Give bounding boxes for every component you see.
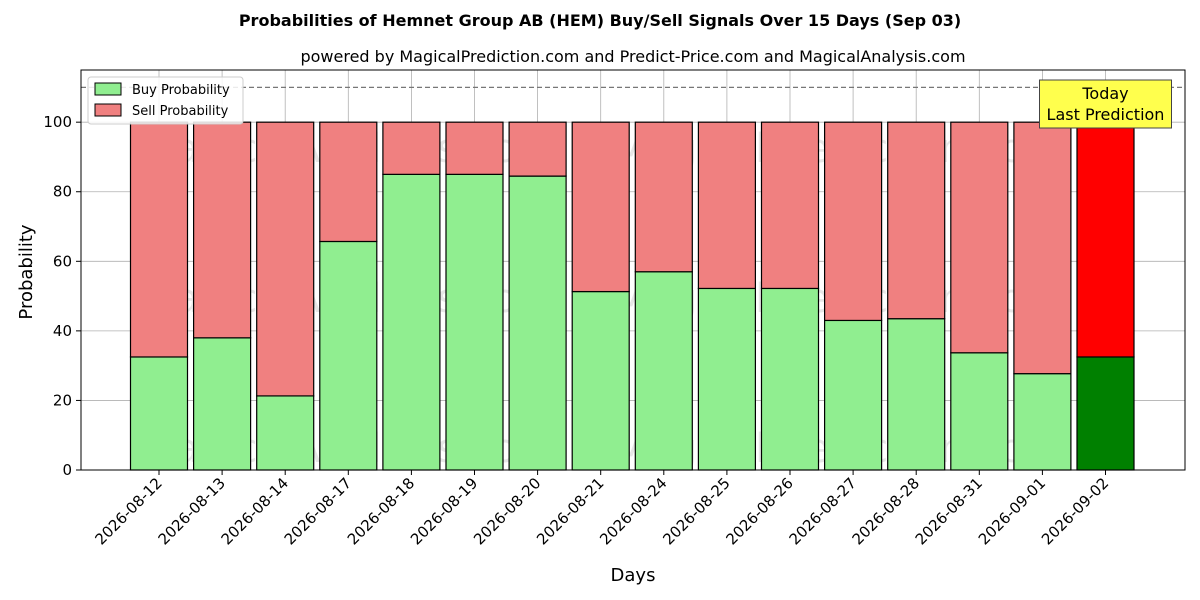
sell-bar [508,121,567,177]
buy-bar [1076,356,1135,471]
buy-bar [129,356,189,471]
y-tick-label: 0 [62,461,72,479]
sell-bar [1013,121,1072,375]
legend-swatch-buy [94,82,122,96]
today-label: Today [1081,84,1128,103]
buy-bar [823,319,883,471]
legend-box [87,76,244,125]
buy-bar [634,271,693,471]
sell-bar [445,121,504,175]
sell-bar [823,121,883,322]
x-axis-label: Days [611,565,656,586]
sell-bar [571,121,630,293]
legend: Buy Probability Sell Probability [87,76,244,125]
y-tick-label: 80 [53,183,72,201]
chart-subtitle: powered by MagicalPrediction.com and Pre… [300,47,965,66]
buy-bar [319,240,378,471]
sell-bar [256,121,315,397]
buy-bar [571,290,630,471]
sell-bar [697,121,757,290]
sell-bar [129,121,189,358]
sell-bar [193,121,252,339]
buy-bar [445,173,504,471]
sell-bar [319,121,378,243]
plot-frame [80,69,1186,471]
sell-bar [634,121,693,273]
legend-swatch-sell [94,103,122,117]
buy-bar [193,337,252,471]
buy-bar [950,352,1009,471]
today-annotation-box [1039,79,1172,129]
y-tick-label: 100 [43,113,72,131]
legend-label-buy: Buy Probability [132,83,230,98]
buy-bar [382,173,441,471]
today-annotation: Today Last Prediction [1039,79,1172,129]
y-tick-label: 40 [53,322,72,340]
buy-bar [1013,373,1072,471]
last-prediction-label: Last Prediction [1047,105,1165,124]
buy-bar [697,287,757,471]
buy-bar [887,318,946,471]
y-axis-label: Probability [16,224,37,319]
buy-bar [760,287,820,471]
sell-bar [950,121,1009,354]
sell-bar [887,121,946,320]
buy-bar [256,395,315,471]
sell-bar [760,121,820,290]
buy-bar [508,175,567,471]
chart-title: Probabilities of Hemnet Group AB (HEM) B… [239,11,961,30]
legend-label-sell: Sell Probability [132,104,229,119]
plot-area: MagicalAnalysis.comMagicalPrediction.com… [43,69,1186,548]
sell-bar [382,121,441,175]
y-tick-label: 20 [53,391,72,409]
sell-bar [1076,121,1135,358]
y-tick-label: 60 [53,252,72,270]
